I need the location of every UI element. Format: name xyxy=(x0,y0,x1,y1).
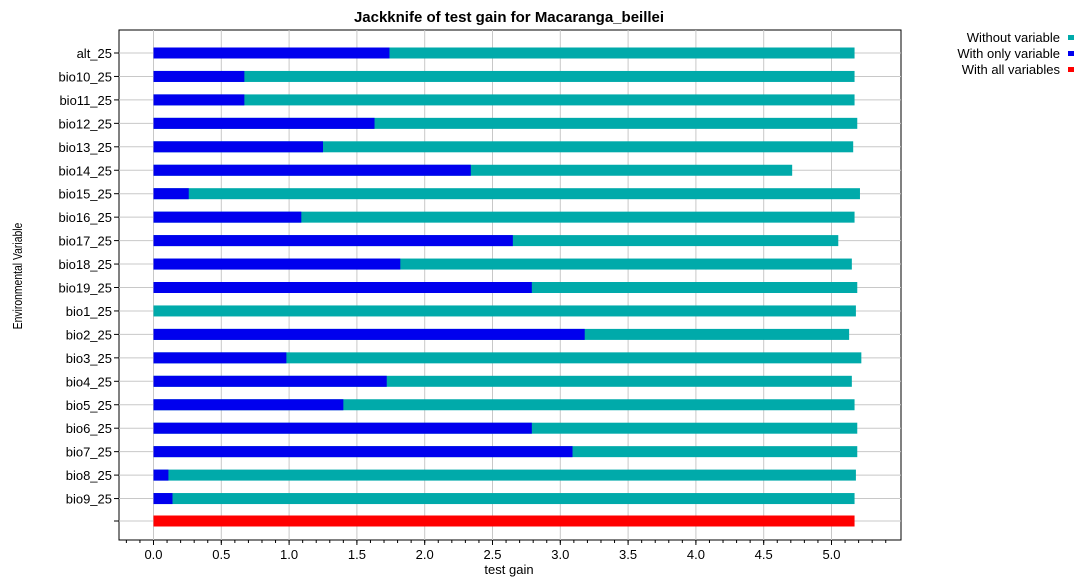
x-axis-ticks: 0.0 0.5 1.0 1.5 2.0 2.5 3.0 3.5 4.0 4.5 5.0 xyxy=(125,540,887,562)
bars xyxy=(153,47,862,527)
y-tick-label: bio16_25 xyxy=(59,210,113,225)
bar-with-only-variable xyxy=(153,70,245,82)
bar-with-only-variable xyxy=(153,422,532,434)
y-axis-title: Environmental Variable xyxy=(11,222,25,329)
bar-without-variable xyxy=(153,117,858,129)
y-tick-label: bio18_25 xyxy=(59,257,113,272)
x-tick-label: 1.0 xyxy=(280,547,298,562)
bar-without-variable xyxy=(153,94,855,106)
bar-with-only-variable xyxy=(153,352,287,364)
x-tick-label: 4.5 xyxy=(755,547,773,562)
y-tick-label: bio19_25 xyxy=(59,281,113,296)
bar-with-all-variables xyxy=(153,515,855,527)
bar-with-only-variable xyxy=(153,211,302,223)
y-tick-label: bio15_25 xyxy=(59,187,113,202)
y-tick-label: bio8_25 xyxy=(66,468,112,483)
bar-with-only-variable xyxy=(153,47,390,59)
bar-without-variable xyxy=(153,469,856,481)
bar-with-only-variable xyxy=(153,141,323,153)
bar-with-only-variable xyxy=(153,258,401,270)
x-tick-label: 2.5 xyxy=(483,547,501,562)
y-tick-label: bio12_25 xyxy=(59,116,113,131)
bar-with-only-variable xyxy=(153,469,169,481)
x-tick-label: 5.0 xyxy=(822,547,840,562)
bar-without-variable xyxy=(153,375,852,387)
legend-swatch xyxy=(1068,67,1074,72)
bar-with-only-variable xyxy=(153,94,245,106)
legend-label: With only variable xyxy=(957,46,1060,61)
bar-without-variable xyxy=(153,141,854,153)
bar-without-variable xyxy=(153,399,855,411)
bar-with-only-variable xyxy=(153,164,471,176)
x-tick-label: 1.5 xyxy=(348,547,366,562)
y-tick-label: bio9_25 xyxy=(66,492,112,507)
bar-with-only-variable xyxy=(153,493,173,505)
bar-with-only-variable xyxy=(153,399,344,411)
bar-without-variable xyxy=(153,164,793,176)
legend-label: With all variables xyxy=(962,62,1061,77)
y-tick-label: bio3_25 xyxy=(66,351,112,366)
bar-without-variable xyxy=(153,188,860,200)
x-axis-title: test gain xyxy=(484,562,533,577)
legend-label: Without variable xyxy=(967,30,1060,45)
legend-swatch xyxy=(1068,51,1074,56)
bar-with-only-variable xyxy=(153,282,532,293)
x-tick-label: 0.0 xyxy=(144,547,162,562)
chart-title: Jackknife of test gain for Macaranga_bei… xyxy=(354,9,664,26)
bar-with-only-variable xyxy=(153,117,375,129)
bar-without-variable xyxy=(153,305,856,317)
bar-with-only-variable xyxy=(153,446,573,458)
y-tick-label: bio17_25 xyxy=(59,234,113,249)
bar-without-variable xyxy=(153,258,852,270)
bar-with-only-variable xyxy=(153,235,513,247)
y-tick-label: bio4_25 xyxy=(66,374,112,389)
bar-without-variable xyxy=(153,47,855,59)
x-tick-label: 0.5 xyxy=(212,547,230,562)
x-tick-label: 3.0 xyxy=(551,547,569,562)
bar-without-variable xyxy=(153,70,855,82)
bar-with-only-variable xyxy=(153,375,387,387)
y-axis-ticks: alt_25 bio10_25 bio11_25 bio12_25 bio13_25bi… xyxy=(59,46,119,522)
y-tick-label: bio7_25 xyxy=(66,445,112,460)
bar-without-variable xyxy=(153,493,855,505)
x-tick-label: 2.0 xyxy=(416,547,434,562)
y-tick-label: bio10_25 xyxy=(59,69,113,84)
bar-with-only-variable xyxy=(153,328,585,340)
y-tick-label: bio2_25 xyxy=(66,327,112,342)
y-tick-label: bio1_25 xyxy=(66,304,112,319)
legend-swatch xyxy=(1068,35,1074,40)
y-tick-label: bio6_25 xyxy=(66,421,112,436)
y-tick-label: bio13_25 xyxy=(59,140,113,155)
x-tick-label: 3.5 xyxy=(619,547,637,562)
y-tick-label: bio11_25 xyxy=(59,93,112,108)
bar-with-only-variable xyxy=(153,188,189,200)
y-tick-label: bio14_25 xyxy=(59,163,113,178)
y-tick-label: alt_25 xyxy=(77,46,112,61)
bar-without-variable xyxy=(153,352,862,364)
bar-without-variable xyxy=(153,211,855,223)
x-tick-label: 4.0 xyxy=(687,547,705,562)
y-tick-label: bio5_25 xyxy=(66,398,112,413)
